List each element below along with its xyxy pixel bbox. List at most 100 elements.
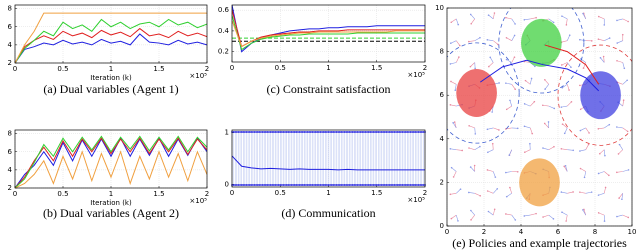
- policy-arrow-head: [535, 16, 537, 19]
- policy-arrow: [474, 37, 481, 41]
- policy-arrow-head: [598, 152, 601, 155]
- event-dot: [300, 184, 303, 186]
- event-dot: [279, 184, 282, 186]
- policy-arrow-head: [494, 176, 497, 178]
- event-dot: [313, 131, 315, 133]
- y-tick-label: 6: [8, 148, 13, 156]
- policy-arrow: [524, 214, 531, 217]
- event-dot: [250, 131, 253, 133]
- policy-arrow-head: [450, 166, 453, 169]
- x-tick-label: 0: [230, 189, 234, 197]
- policy-arrow-head: [449, 104, 452, 106]
- policy-arrow-head: [608, 37, 611, 39]
- event-dot: [316, 184, 319, 186]
- policy-arrow-head: [552, 21, 555, 24]
- event-dot: [308, 184, 311, 186]
- policy-arrow-head: [579, 108, 582, 111]
- event-dot: [401, 131, 404, 133]
- policy-arrow-head: [450, 217, 453, 220]
- goal-region: [456, 69, 497, 117]
- policy-arrow-head: [505, 16, 507, 19]
- y-tick-label: 8: [8, 5, 12, 13]
- policy-arrow: [524, 61, 531, 63]
- policy-arrow: [622, 62, 625, 69]
- policy-arrow-head: [543, 122, 546, 125]
- policy-arrow-head: [534, 65, 536, 68]
- event-dot: [382, 184, 385, 186]
- event-dot: [287, 131, 290, 133]
- policy-arrow: [598, 127, 605, 130]
- policy-arrow-head: [570, 101, 573, 103]
- policy-arrow: [506, 105, 512, 110]
- policy-arrow: [511, 57, 515, 63]
- policy-arrow-head: [505, 108, 508, 111]
- event-dot: [290, 184, 293, 186]
- caption: (d) Communication: [281, 206, 375, 220]
- event-dot: [242, 131, 245, 133]
- event-dot: [256, 131, 259, 133]
- policy-arrow: [622, 127, 628, 132]
- event-dot: [369, 184, 372, 186]
- policy-arrow: [506, 59, 512, 63]
- series-line: [232, 155, 425, 171]
- event-dot: [420, 184, 423, 186]
- policy-arrow-head: [597, 15, 600, 18]
- event-dot: [346, 184, 349, 186]
- policy-arrow-head: [505, 37, 508, 39]
- policy-arrow-head: [553, 145, 555, 148]
- policy-arrow: [450, 81, 457, 85]
- policy-arrow-head: [486, 128, 489, 131]
- policy-arrow: [622, 169, 629, 172]
- event-dot: [359, 131, 362, 133]
- policy-arrow-head: [505, 213, 507, 215]
- event-dot: [398, 184, 401, 186]
- event-dot: [269, 184, 272, 186]
- policy-arrow-head: [535, 212, 537, 215]
- policy-arrow-head: [468, 147, 470, 149]
- goal-region: [521, 18, 562, 67]
- policy-arrow-head: [496, 188, 499, 190]
- series-line: [232, 15, 425, 51]
- policy-arrow: [470, 14, 475, 20]
- policy-arrow: [470, 18, 475, 24]
- policy-arrow: [548, 146, 555, 150]
- policy-arrow: [451, 214, 457, 219]
- policy-arrow: [455, 18, 459, 25]
- policy-arrow: [487, 127, 494, 130]
- policy-arrow-head: [597, 38, 600, 40]
- policy-arrow: [598, 193, 605, 196]
- event-dot: [399, 184, 402, 186]
- event-dot: [377, 131, 380, 133]
- event-dot: [245, 184, 248, 186]
- policy-arrow-head: [529, 142, 531, 145]
- policy-arrow-head: [479, 36, 481, 39]
- event-dot: [409, 184, 412, 186]
- event-dot: [340, 184, 343, 186]
- event-dot: [338, 131, 341, 133]
- event-dot: [239, 131, 241, 133]
- event-dot: [374, 131, 377, 133]
- event-dot: [280, 131, 283, 133]
- event-dot: [353, 131, 356, 133]
- series-line: [232, 20, 425, 48]
- policy-arrow-head: [498, 129, 500, 131]
- policy-arrow-head: [509, 186, 511, 189]
- event-dot: [295, 184, 298, 186]
- y-tick-label: 6: [440, 91, 445, 99]
- policy-arrow: [579, 149, 586, 152]
- policy-arrow: [579, 191, 586, 194]
- policy-arrow-head: [560, 106, 563, 108]
- policy-arrow-head: [470, 22, 473, 25]
- policy-arrow: [548, 105, 555, 109]
- event-dot: [268, 131, 270, 133]
- policy-arrow-head: [453, 121, 456, 123]
- policy-arrow: [599, 149, 605, 154]
- policy-arrow: [566, 18, 568, 25]
- policy-arrow: [470, 62, 475, 67]
- event-dot: [301, 184, 304, 186]
- policy-arrow: [621, 193, 624, 200]
- event-dot: [414, 184, 417, 186]
- event-dot: [343, 131, 346, 133]
- event-dot: [390, 131, 393, 133]
- policy-arrow: [456, 188, 461, 194]
